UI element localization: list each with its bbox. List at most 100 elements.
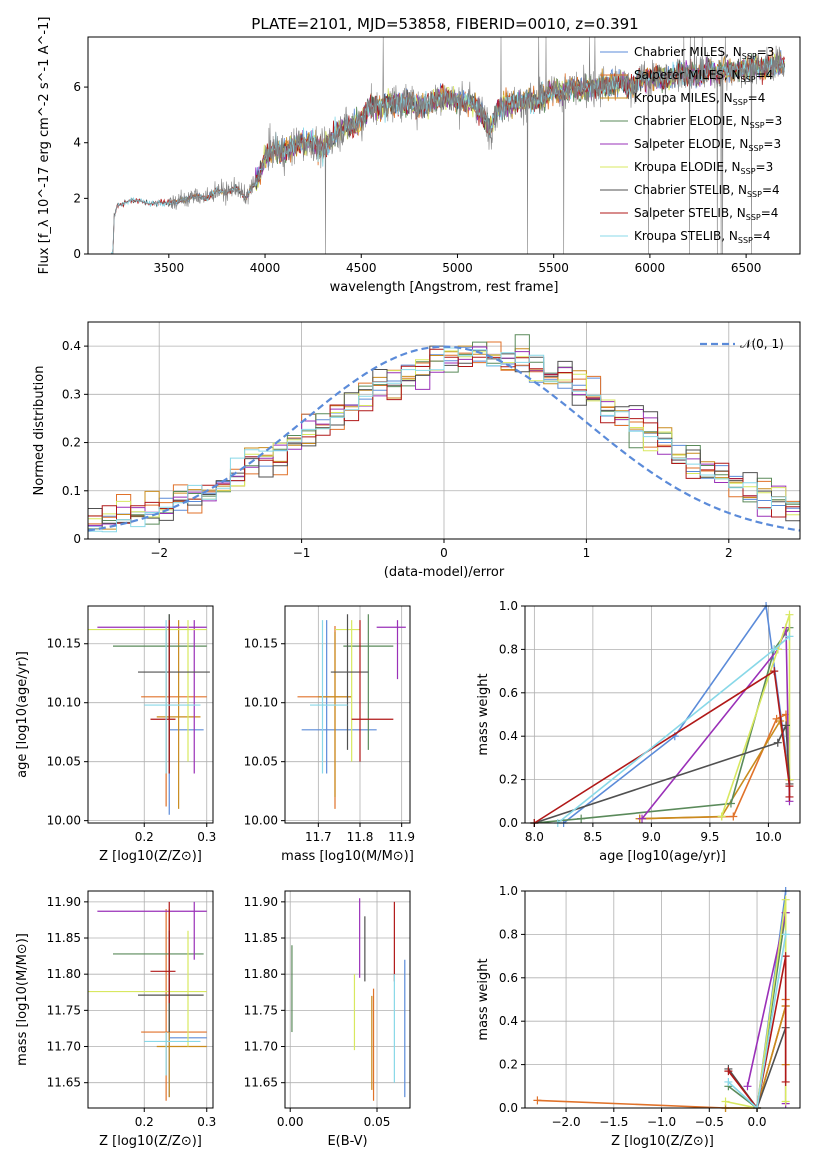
marker-kroupa_elodie [721,1097,730,1106]
legend-value: =3 [763,137,781,151]
y-tick-label: 0.1 [62,484,81,498]
x-axis-label: Z [log10(Z/Z⊙)] [99,849,202,864]
grid [88,606,213,823]
points [297,614,406,809]
x-tick-label: −1.0 [647,1115,676,1129]
age_vs_Z-panel: 0.2 0.3 10.00 10.05 10.10 10.15 Z [log10(Z/Z⊙)… [15,605,216,864]
y-tick-label: 11.65 [47,1076,81,1090]
y-tick-label: 0.4 [62,339,81,353]
legend-label: Kroupa ELODIE, NSSP=3 [634,160,773,176]
y-axis-label: mass weight [476,958,491,1040]
model-line-chabrier_stelib [111,55,785,254]
legend-value: =4 [762,183,780,197]
marker-kroupa_stelib [785,632,794,641]
x-axis-label: mass [log10(M/M⊙)] [281,849,414,864]
legend-value: =4 [753,229,771,243]
y-tick-label: 11.80 [244,967,278,981]
y-axis-label: Normed distribution [32,366,47,496]
x-tick-label: −1 [293,546,311,560]
subscript: SSP [741,75,756,84]
y-tick-label: 6 [73,80,81,94]
marker-kroupa_stelib [770,645,779,654]
x-tick-label: 9.0 [642,830,661,844]
y-tick-label: 0.4 [499,729,518,743]
residuals-panel: −2 −1 0 1 2 0 0.1 0.2 0.3 0.4 (data-model)/error No… [32,321,801,580]
x-tick-label: 4500 [346,261,377,275]
x-axis-label: wavelength [Angstrom, rest frame] [330,280,559,295]
x-tick-label: 6000 [635,261,666,275]
marker-salpeter_miles [781,710,790,719]
marker-kroupa_elodie [781,895,790,904]
marker-chabrier_elodie [726,799,735,808]
series-line-kroupa_miles [639,718,791,820]
marker-kroupa_elodie [717,812,726,821]
y-tick-label: 10.00 [47,814,81,828]
series-line-salpeter_elodie [641,627,791,820]
legend-label: Chabrier MILES, NSSP=3 [634,45,774,61]
x-tick-label: 2 [725,546,733,560]
y-axis-label: mass weight [476,673,491,755]
x-tick-label: 8.5 [583,830,602,844]
subscript: SSP [748,144,763,153]
marker-salpeter_stelib [785,792,794,801]
normal-curve [87,345,801,532]
x-tick-label: −1.5 [599,1115,628,1129]
y-tick-label: 4 [73,136,81,150]
subscript: SSP [741,167,756,176]
points [291,898,406,1101]
legend-label: Salpeter ELODIE, NSSP=3 [634,137,781,153]
x-axis-label: Z [log10(Z/Z⊙)] [99,1134,202,1149]
y-axis-label: mass [log10(M/M⊙)] [15,933,30,1066]
x-tick-label: 0 [440,546,448,560]
model-line-kroupa_stelib [110,57,785,254]
legend-label: Salpeter MILES, NSSP=4 [634,68,773,84]
x-tick-label: −2.0 [551,1115,580,1129]
axes-frame [87,890,214,1109]
axes-frame [284,605,411,824]
y-tick-label: 0.2 [499,773,518,787]
y-tick-label: 0.3 [62,387,81,401]
y-tick-label: 10.05 [244,755,278,769]
legend-value: =4 [761,206,779,220]
legend-value: =3 [756,160,774,174]
y-tick-label: 11.85 [244,931,278,945]
y-tick-label: 0.6 [499,971,518,985]
marker-salpeter_elodie [743,1082,752,1091]
axes-frame [87,605,214,824]
y-tick-label: 11.75 [47,1003,81,1017]
x-tick-label: −2 [150,546,168,560]
axes-frame [524,605,801,824]
y-tick-label: 0.8 [499,927,518,941]
marker-chabrier_elodie [577,814,586,823]
x-tick-label: 0.3 [197,830,216,844]
y-axis-label: age [log10(age/yr)] [15,651,30,778]
x-tick-label: 6500 [731,261,762,275]
axes-frame [524,890,801,1109]
marker-chabrier_stelib [773,738,782,747]
x-axis-label: E(B-V) [327,1134,367,1149]
legend-value: =4 [756,68,774,82]
y-tick-label: 0.2 [499,1058,518,1072]
x-tick-label: 4000 [250,261,281,275]
x-tick-label: 1 [583,546,591,560]
y-tick-label: 11.80 [47,967,81,981]
subscript: SSP [738,236,753,245]
y-tick-label: 10.10 [244,696,278,710]
y-tick-label: 0.8 [499,642,518,656]
x-axis-label: age [log10(age/yr)] [599,849,726,864]
y-tick-label: 1.0 [499,884,518,898]
x-tick-label: 0.0 [747,1115,766,1129]
y-tick-label: 11.70 [244,1040,278,1054]
series-line-salpeter_stelib [533,669,791,824]
subscript: SSP [742,52,757,61]
points [88,901,207,1101]
y-tick-label: 11.75 [244,1003,278,1017]
marker-salpeter_stelib [724,1067,733,1076]
legend: Chabrier MILES, NSSP=3 Salpeter MILES, NS… [600,45,782,245]
legend-label: 𝒩(0, 1) [740,337,784,351]
y-tick-label: 0.6 [499,686,518,700]
grid [88,891,213,1108]
subscript: SSP [746,213,761,222]
legend-value: =4 [748,91,766,105]
